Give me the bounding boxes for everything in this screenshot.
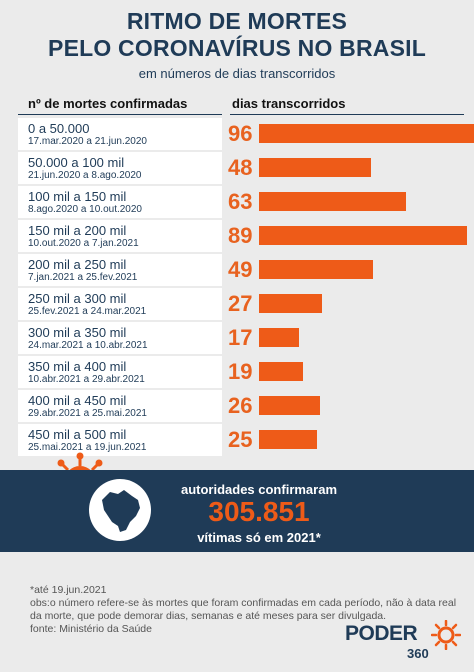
deaths-range: 200 mil a 250 mil [28,257,127,272]
poder360-logo: PODER 360 [345,620,465,666]
days-bar [259,362,303,381]
days-data-label: 17 [228,325,253,350]
date-range: 25.fev.2021 a 24.mar.2021 [28,306,147,317]
footnote-source: fonte: Ministério da Saúde [30,623,152,635]
brazil-map-icon [89,479,151,541]
deaths-range-cell: 250 mil a 300 mil 25.fev.2021 a 24.mar.20… [18,288,222,320]
deaths-range: 100 mil a 150 mil [28,189,127,204]
days-data-label: 96 [228,121,253,146]
deaths-range: 0 a 50.000 [28,121,90,136]
chart-subtitle: em números de dias transcorridos [138,66,336,81]
days-data-label: 89 [228,223,253,248]
days-data-label: 27 [228,291,253,316]
deaths-range-cell: 350 mil a 400 mil 10.abr.2021 a 29.abr.20… [18,356,222,388]
title-line-1: RITMO DE MORTES [126,8,348,34]
footnote-date: *até 19.jun.2021 [30,584,107,596]
days-bar [259,396,320,415]
date-range: 21.jun.2020 a 8.ago.2020 [28,170,142,181]
divider-left [18,114,222,115]
date-range: 24.mar.2021 a 10.abr.2021 [28,340,148,351]
date-range: 8.ago.2020 a 10.out.2020 [28,204,142,215]
deaths-range-cell: 50.000 a 100 mil 21.jun.2020 a 8.ago.2020 [18,152,222,184]
summary-band: autoridades confirmaram 305.851 vítimas … [0,470,474,552]
column-header-deaths: nº de mortes confirmadas [28,96,188,111]
days-bar [259,328,299,347]
table-row: 450 mil a 500 mil 25.mai.2021 a 19.jun.20… [18,424,464,458]
date-range: 7.jan.2021 a 25.fev.2021 [28,272,138,283]
date-range: 29.abr.2021 a 25.mai.2021 [28,408,147,419]
footnote-observation: obs:o número refere-se às mortes que for… [30,597,457,622]
date-range: 25.mai.2021 a 19.jun.2021 [28,442,147,453]
deaths-range: 150 mil a 200 mil [28,223,127,238]
date-range: 10.out.2020 a 7.jan.2021 [28,238,139,249]
table-row: 150 mil a 200 mil 10.out.2020 a 7.jan.202… [18,220,467,254]
summary-subtext: vítimas só em 2021* [197,530,321,545]
days-bar [259,192,406,211]
deaths-range: 450 mil a 500 mil [28,427,127,442]
summary-number: 305.851 [208,496,310,527]
days-data-label: 26 [228,393,253,418]
deaths-range-cell: 300 mil a 350 mil 24.mar.2021 a 10.abr.20… [18,322,222,354]
deaths-range-cell: 0 a 50.000 17.mar.2020 a 21.jun.2020 [18,118,222,150]
logo-word: PODER [345,622,418,645]
days-bar [259,226,467,245]
deaths-range: 400 mil a 450 mil [28,393,127,408]
table-row: 250 mil a 300 mil 25.fev.2021 a 24.mar.20… [18,288,464,322]
days-bar [259,294,322,313]
date-range: 17.mar.2020 a 21.jun.2020 [28,136,147,147]
deaths-range-cell: 150 mil a 200 mil 10.out.2020 a 7.jan.202… [18,220,222,252]
table-row: 200 mil a 250 mil 7.jan.2021 a 25.fev.202… [18,254,464,288]
date-range: 10.abr.2021 a 29.abr.2021 [28,374,145,385]
days-data-label: 19 [228,359,253,384]
days-data-label: 49 [228,257,253,282]
deaths-range-cell: 100 mil a 150 mil 8.ago.2020 a 10.out.202… [18,186,222,218]
title-line-2: PELO CORONAVÍRUS NO BRASIL [48,35,426,61]
table-row: 300 mil a 350 mil 24.mar.2021 a 10.abr.20… [18,322,464,356]
days-bar [259,124,474,143]
days-data-label: 25 [228,427,253,452]
table-row: 0 a 50.000 17.mar.2020 a 21.jun.2020 96 [18,118,474,152]
days-bar [259,430,317,449]
footnotes: *até 19.jun.2021 obs:o número refere-se … [30,584,460,636]
summary-label: autoridades confirmaram [180,482,338,497]
table-row: 350 mil a 400 mil 10.abr.2021 a 29.abr.20… [18,356,464,390]
chart-title: RITMO DE MORTES PELO CORONAVÍRUS NO BRAS… [0,8,474,62]
days-bar [259,158,371,177]
sun-icon [431,620,461,650]
logo-number: 360 [407,646,429,661]
deaths-range: 50.000 a 100 mil [28,155,125,170]
table-row: 400 mil a 450 mil 29.abr.2021 a 25.mai.20… [18,390,464,424]
days-data-label: 48 [228,155,253,180]
table-row: 100 mil a 150 mil 8.ago.2020 a 10.out.202… [18,186,464,220]
column-header-days: dias transcorridos [232,96,346,111]
deaths-range-cell: 200 mil a 250 mil 7.jan.2021 a 25.fev.202… [18,254,222,286]
deaths-range: 300 mil a 350 mil [28,325,127,340]
days-bar [259,260,373,279]
divider-right [230,114,464,115]
table-row: 50.000 a 100 mil 21.jun.2020 a 8.ago.2020… [18,152,464,186]
deaths-range: 350 mil a 400 mil [28,359,127,374]
days-data-label: 63 [228,189,253,214]
deaths-range-cell: 450 mil a 500 mil 25.mai.2021 a 19.jun.20… [18,424,222,456]
deaths-range-cell: 400 mil a 450 mil 29.abr.2021 a 25.mai.20… [18,390,222,422]
deaths-range: 250 mil a 300 mil [28,291,127,306]
